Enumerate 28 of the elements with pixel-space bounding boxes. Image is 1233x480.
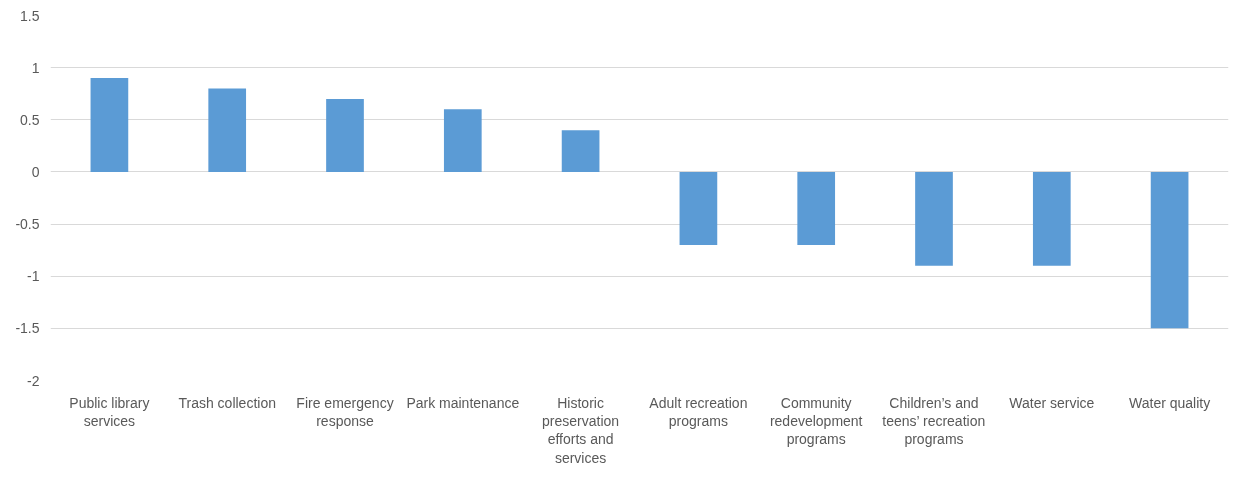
bar xyxy=(1032,171,1071,266)
x-tick-label: Trash collection xyxy=(178,394,276,411)
y-tick-label: 0.5 xyxy=(20,111,40,128)
x-tick-label: Water quality xyxy=(1129,394,1211,411)
bar xyxy=(208,88,247,172)
y-tick-label: -1.5 xyxy=(15,320,40,337)
x-tick-label: Adult recreation programs xyxy=(649,394,748,429)
bar xyxy=(443,109,482,172)
bar xyxy=(1150,171,1189,329)
y-tick-label: 0 xyxy=(31,163,40,180)
y-tick-label: -0.5 xyxy=(15,216,40,233)
bar xyxy=(90,78,129,172)
x-tick-label: Public library services xyxy=(69,394,150,429)
y-tick-label: -1 xyxy=(27,268,40,285)
x-tick-label: Fire emergency response xyxy=(296,394,394,429)
x-tick-label: Community redevelopment programs xyxy=(769,394,863,448)
bar xyxy=(679,171,718,245)
bar xyxy=(915,171,953,266)
x-tick-label: Water service xyxy=(1009,394,1095,411)
y-tick-label: -2 xyxy=(27,372,40,389)
y-tick-label: 1 xyxy=(31,59,40,76)
bar xyxy=(561,130,600,172)
bar xyxy=(797,171,836,245)
x-tick-label: Children’s and teens’ recreation programs xyxy=(882,394,986,448)
bar xyxy=(326,98,364,172)
x-tick-label: Park maintenance xyxy=(406,394,520,411)
y-tick-label: 1.5 xyxy=(20,7,40,24)
x-tick-label: Historic preservation efforts and services xyxy=(542,394,620,466)
